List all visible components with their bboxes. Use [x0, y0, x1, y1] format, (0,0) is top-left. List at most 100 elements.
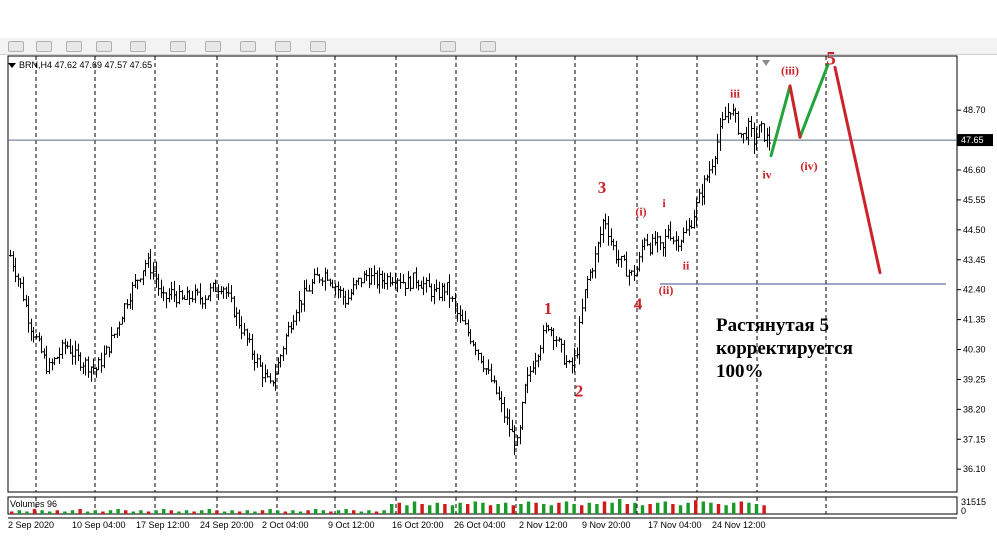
volume-bar [435, 502, 440, 514]
volume-bar [374, 511, 379, 514]
volume-bar [359, 511, 364, 514]
volume-bar [466, 504, 470, 514]
volume-bar [17, 510, 22, 514]
volume-bar [276, 510, 280, 514]
volume-bar [587, 502, 592, 514]
volume-bar [732, 502, 736, 514]
volume-bar [268, 509, 272, 514]
volume-bar [63, 511, 67, 514]
toolbar-tool-icon[interactable] [130, 41, 146, 52]
wave-label: 1 [544, 299, 553, 318]
toolbar-strip[interactable] [0, 38, 997, 55]
toolbar-tool-icon[interactable] [480, 41, 496, 52]
volume-bar [238, 511, 242, 514]
forecast-down-segment [788, 84, 802, 139]
volume-bar [86, 511, 90, 514]
volume-bar [93, 510, 98, 514]
volume-bar [542, 504, 546, 514]
volume-bar [177, 511, 181, 514]
toolbar-tool-icon[interactable] [96, 41, 112, 52]
volume-bar [549, 505, 554, 514]
wave-label: i [662, 196, 666, 210]
annotation-line-2: корректируется [716, 338, 853, 359]
volume-bar [397, 502, 402, 514]
volume-bar [496, 504, 500, 514]
volume-bar [443, 504, 447, 514]
x-tick-label: 9 Oct 12:00 [328, 520, 375, 530]
volume-bar [504, 502, 508, 514]
volume-bar [200, 510, 204, 514]
volume-bar [428, 505, 432, 514]
volume-bar [108, 510, 113, 514]
x-tick-label: 9 Nov 20:00 [582, 520, 631, 530]
toolbar-tool-icon[interactable] [310, 41, 326, 52]
y-tick-label: 42.40 [963, 285, 986, 295]
volume-bar [314, 509, 318, 514]
volume-bar [101, 511, 105, 514]
y-tick-label: 36.10 [963, 464, 986, 474]
toolbar-tool-icon[interactable] [240, 41, 256, 52]
wave-label: 5 [826, 49, 836, 70]
volume-bar [762, 505, 766, 514]
current-price-label: 47.65 [961, 135, 984, 145]
dropdown-triangle-icon[interactable] [8, 63, 16, 69]
toolbar-tool-icon[interactable] [66, 41, 82, 52]
y-tick-label: 45.55 [963, 195, 986, 205]
volume-bar [686, 502, 690, 514]
volume-axis-zero: 0 [961, 506, 966, 516]
volume-bar [648, 504, 652, 514]
volume-bar [534, 502, 538, 514]
volume-bar [709, 502, 713, 514]
wave-label: (iii) [781, 64, 799, 78]
volume-bar [473, 501, 478, 514]
volume-bar [139, 510, 143, 514]
volume-bar [344, 509, 348, 514]
volume-bar [162, 509, 166, 514]
volume-bar [321, 510, 326, 514]
volume-bar [25, 511, 29, 514]
y-tick-label: 39.25 [963, 374, 986, 384]
y-tick-label: 43.45 [963, 255, 986, 265]
volume-bar [230, 510, 234, 514]
y-tick-label: 48.70 [963, 105, 986, 115]
volume-bar [169, 510, 174, 514]
volume-bar [222, 511, 227, 514]
main-chart-frame [7, 55, 958, 493]
toolbar-tool-icon[interactable] [36, 41, 52, 52]
toolbar-tool-icon[interactable] [275, 41, 291, 52]
volume-bar [32, 509, 37, 514]
wave-label: 2 [575, 382, 584, 401]
volume-bar [602, 501, 607, 514]
volume-bar [329, 511, 333, 514]
volume-bar [716, 504, 721, 514]
volume-bar [519, 504, 523, 514]
volume-bar [390, 504, 394, 514]
volume-bar [526, 501, 531, 514]
volume-bar [610, 502, 614, 514]
toolbar-tool-icon[interactable] [440, 41, 456, 52]
volume-bar [511, 505, 516, 514]
toolbar-tool-icon[interactable] [170, 41, 186, 52]
volume-bar [405, 505, 409, 514]
volume-bar [595, 504, 599, 514]
x-tick-label: 10 Sep 04:00 [72, 520, 126, 530]
volumes-label: Volumes 96 [10, 499, 58, 509]
toolbar-tool-icon[interactable] [205, 41, 221, 52]
volume-bar [640, 505, 645, 514]
annotation-line-1: Растянутая 5 [716, 315, 829, 336]
volume-bar [754, 504, 759, 514]
volume-bar [116, 509, 120, 514]
volume-bar [557, 502, 561, 514]
volume-bar [367, 510, 371, 514]
toolbar-tool-icon[interactable] [8, 41, 24, 52]
current-price-box [957, 134, 993, 147]
volume-bar [450, 505, 455, 514]
y-tick-label: 46.60 [963, 165, 986, 175]
volume-bar [701, 501, 706, 514]
volume-bar [215, 510, 219, 514]
volume-axis-max: 31515 [961, 497, 986, 507]
volume-bar [245, 510, 250, 514]
forecast-up-segment [798, 63, 830, 139]
volume-bar [131, 511, 136, 514]
